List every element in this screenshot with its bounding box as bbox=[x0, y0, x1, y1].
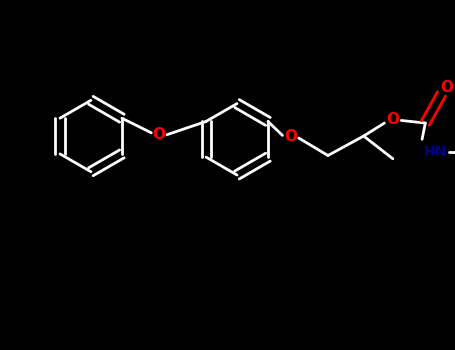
Text: O: O bbox=[284, 129, 298, 144]
Text: O: O bbox=[440, 80, 453, 95]
Text: HN: HN bbox=[424, 145, 447, 159]
Text: O: O bbox=[386, 112, 399, 127]
Text: O: O bbox=[152, 127, 166, 142]
